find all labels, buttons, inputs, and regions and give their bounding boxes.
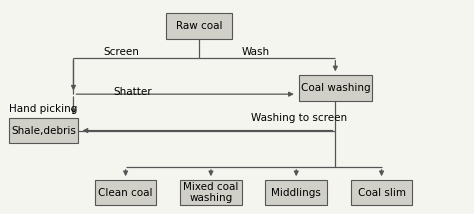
Text: Middlings: Middlings <box>271 188 321 198</box>
Text: Shale,debris: Shale,debris <box>11 126 76 135</box>
Text: Washing to screen: Washing to screen <box>251 113 347 123</box>
Text: Coal washing: Coal washing <box>301 83 370 93</box>
Text: Coal slim: Coal slim <box>357 188 406 198</box>
FancyBboxPatch shape <box>351 180 412 205</box>
FancyBboxPatch shape <box>180 180 242 205</box>
Text: Mixed coal
washing: Mixed coal washing <box>183 182 238 203</box>
Text: Shatter: Shatter <box>114 87 152 97</box>
Text: Hand picking: Hand picking <box>9 104 78 114</box>
FancyBboxPatch shape <box>9 118 78 143</box>
Text: Wash: Wash <box>242 47 270 57</box>
Text: Raw coal: Raw coal <box>176 21 222 31</box>
Text: Clean coal: Clean coal <box>99 188 153 198</box>
FancyBboxPatch shape <box>166 13 232 39</box>
FancyBboxPatch shape <box>95 180 156 205</box>
Text: Screen: Screen <box>103 47 139 57</box>
FancyBboxPatch shape <box>265 180 327 205</box>
FancyBboxPatch shape <box>299 75 372 101</box>
